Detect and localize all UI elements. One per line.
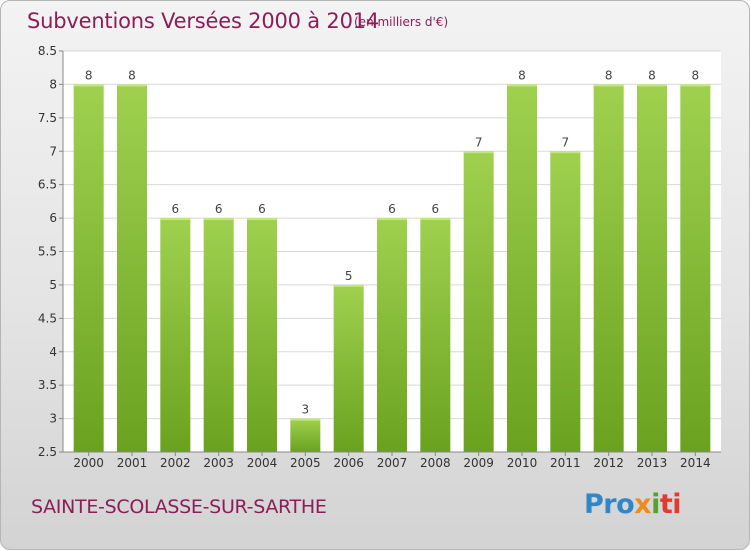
logo-part-4: ti bbox=[659, 489, 682, 520]
proxiti-logo[interactable]: Proxiti bbox=[584, 489, 682, 520]
y-tick-label: 8.5 bbox=[38, 44, 57, 58]
bar-2012 bbox=[593, 84, 624, 453]
data-label-2000: 8 bbox=[85, 68, 93, 82]
data-label-2011: 7 bbox=[562, 135, 570, 149]
data-label-2006: 5 bbox=[345, 269, 353, 283]
x-tick-label-2010: 2010 bbox=[507, 456, 538, 470]
data-label-2004: 6 bbox=[258, 202, 266, 216]
y-tick-label: 7 bbox=[49, 144, 57, 158]
x-tick-label-2014: 2014 bbox=[680, 456, 711, 470]
y-tick-label: 6.5 bbox=[38, 178, 57, 192]
bar-2006 bbox=[333, 284, 364, 452]
x-tick-label-2009: 2009 bbox=[463, 456, 494, 470]
x-tick-label-2000: 2000 bbox=[73, 456, 104, 470]
y-tick-label: 5 bbox=[49, 278, 57, 292]
y-tick-label: 6 bbox=[49, 211, 57, 225]
bar-2014 bbox=[680, 84, 711, 453]
data-label-2012: 8 bbox=[605, 68, 613, 82]
x-tick-label-2003: 2003 bbox=[203, 456, 234, 470]
bar-highlight bbox=[463, 151, 494, 154]
x-tick-label-2013: 2013 bbox=[637, 456, 668, 470]
data-label-2001: 8 bbox=[128, 68, 136, 82]
data-label-2007: 6 bbox=[388, 202, 396, 216]
x-tick-label-2002: 2002 bbox=[160, 456, 191, 470]
y-tick-label: 8 bbox=[49, 77, 57, 91]
bar-2009 bbox=[463, 151, 494, 452]
data-label-2003: 6 bbox=[215, 202, 223, 216]
bar-highlight bbox=[247, 218, 277, 221]
logo-part-1: Pro bbox=[584, 489, 635, 520]
bar-2000 bbox=[73, 84, 104, 453]
x-tick-label-2007: 2007 bbox=[377, 456, 408, 470]
data-label-2009: 7 bbox=[475, 135, 483, 149]
bar-2010 bbox=[507, 84, 537, 453]
place-name: SAINTE-SCOLASSE-SUR-SARTHE bbox=[31, 496, 327, 518]
y-tick-label: 5.5 bbox=[38, 245, 57, 259]
data-labels: 8 8 6 6 6 3 5 6 6 7 8 7 8 8 8 bbox=[85, 68, 699, 416]
x-tick-label-2011: 2011 bbox=[550, 456, 581, 470]
bar-highlight bbox=[117, 84, 147, 87]
y-tick-label: 3.5 bbox=[38, 378, 57, 392]
y-tick-label: 3 bbox=[49, 412, 57, 426]
bar-2004 bbox=[247, 218, 277, 452]
bar-highlight bbox=[420, 218, 451, 221]
bar-2007 bbox=[377, 218, 407, 452]
data-label-2013: 8 bbox=[648, 68, 656, 82]
bar-highlight bbox=[680, 84, 711, 87]
data-label-2002: 6 bbox=[172, 202, 180, 216]
y-tick-labels: 2.5 3 3.5 4 4.5 5 5.5 6 6.5 7 7.5 8 8.5 bbox=[38, 44, 63, 459]
x-tick-label-2012: 2012 bbox=[593, 456, 624, 470]
x-tick-labels: 2000 2001 2002 2003 2004 2005 2006 2007 2008 2009… bbox=[73, 452, 711, 470]
data-label-2008: 6 bbox=[432, 202, 440, 216]
bar-highlight bbox=[637, 84, 667, 87]
bar-2005 bbox=[290, 418, 321, 452]
chart-title: Subventions Versées 2000 à 2014 bbox=[27, 9, 380, 33]
bar-2001 bbox=[117, 84, 147, 453]
chart-subtitle: (en milliers d'€) bbox=[354, 15, 449, 29]
y-tick-label: 7.5 bbox=[38, 111, 57, 125]
data-label-2014: 8 bbox=[692, 68, 700, 82]
bar-2011 bbox=[550, 151, 581, 452]
y-tick-label: 4.5 bbox=[38, 311, 57, 325]
bars bbox=[73, 84, 711, 453]
x-tick-label-2005: 2005 bbox=[290, 456, 321, 470]
bar-highlight bbox=[507, 84, 537, 87]
bar-2008 bbox=[420, 218, 451, 452]
x-tick-label-2004: 2004 bbox=[247, 456, 278, 470]
x-tick-label-2006: 2006 bbox=[333, 456, 364, 470]
bar-2003 bbox=[203, 218, 234, 452]
x-tick-label-2008: 2008 bbox=[420, 456, 451, 470]
x-tick-label-2001: 2001 bbox=[117, 456, 148, 470]
bar-highlight bbox=[203, 218, 234, 221]
bar-highlight bbox=[160, 218, 191, 221]
bar-highlight bbox=[290, 418, 321, 421]
bar-highlight bbox=[593, 84, 624, 87]
y-tick-label: 4 bbox=[49, 345, 57, 359]
bar-highlight bbox=[550, 151, 581, 154]
bar-highlight bbox=[377, 218, 407, 221]
bar-highlight bbox=[73, 84, 104, 87]
data-label-2005: 3 bbox=[302, 403, 310, 417]
bar-2002 bbox=[160, 218, 191, 452]
bar-highlight bbox=[333, 284, 364, 287]
y-tick-label: 2.5 bbox=[38, 445, 57, 459]
logo-part-3: i bbox=[651, 489, 660, 520]
data-label-2010: 8 bbox=[518, 68, 526, 82]
bar-2013 bbox=[637, 84, 667, 453]
logo-part-2: x bbox=[634, 489, 652, 520]
